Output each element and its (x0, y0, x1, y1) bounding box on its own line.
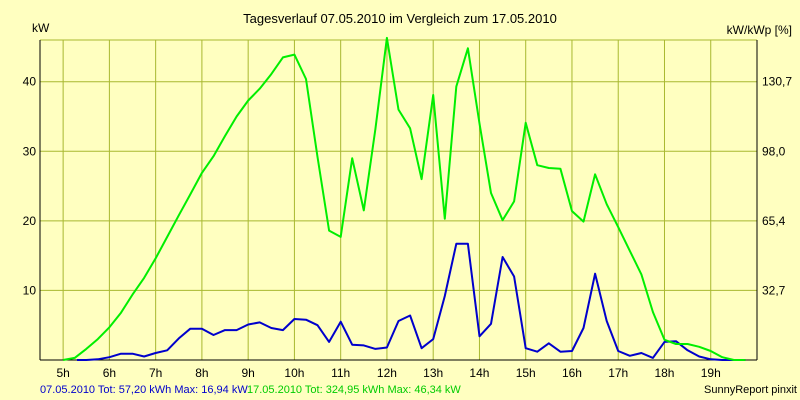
x-tick-label-12h: 12h (377, 366, 397, 380)
x-tick-label-6h: 6h (103, 366, 116, 380)
grid-lines (40, 40, 757, 360)
y-tick-label-left-20: 20 (23, 214, 37, 228)
y-axis-label-left: kW (32, 21, 50, 35)
series-line-1 (77, 242, 746, 361)
x-tick-label-7h: 7h (149, 366, 162, 380)
y-axis-label-right: kW/kWp [%] (727, 23, 792, 37)
footer-series1-summary: 07.05.2010 Tot: 57,20 kWh Max: 16,94 kW (40, 384, 248, 396)
x-tick-label-9h: 9h (241, 366, 254, 380)
x-tick-label-17h: 17h (608, 366, 628, 380)
x-tick-label-19h: 19h (701, 366, 721, 380)
series-line-2 (62, 36, 746, 361)
axis-ticks: 5h 6h 7h 8h 9h 10h 11h 12h 13h 14h 15h 16h 17h 18h 19h… (23, 75, 793, 380)
y-tick-label-left-10: 10 (23, 283, 37, 297)
x-tick-label-16h: 16h (562, 366, 582, 380)
chart-title: Tagesverlauf 07.05.2010 im Vergleich zum… (243, 11, 557, 26)
y-tick-label-left-40: 40 (23, 75, 37, 89)
footer-credit: SunnyReport pinxit (704, 384, 797, 396)
y-tick-label-right-1: 32,7 (762, 283, 786, 297)
x-tick-label-15h: 15h (516, 366, 536, 380)
y-tick-label-right-4: 130,7 (762, 75, 792, 89)
x-tick-label-18h: 18h (654, 366, 674, 380)
x-tick-label-11h: 11h (331, 366, 350, 380)
x-tick-label-14h: 14h (469, 366, 489, 380)
x-tick-label-8h: 8h (195, 366, 208, 380)
y-tick-label-left-30: 30 (23, 144, 37, 158)
x-tick-label-10h: 10h (284, 366, 304, 380)
footer-series2-summary: 17.05.2010 Tot: 324,95 kWh Max: 46,34 kW (247, 384, 461, 396)
series-lines (62, 36, 746, 361)
y-tick-label-right-2: 65,4 (762, 214, 786, 228)
x-tick-label-5h: 5h (56, 366, 69, 380)
x-tick-label-13h: 13h (423, 366, 443, 380)
y-tick-label-right-3: 98,0 (762, 144, 786, 158)
